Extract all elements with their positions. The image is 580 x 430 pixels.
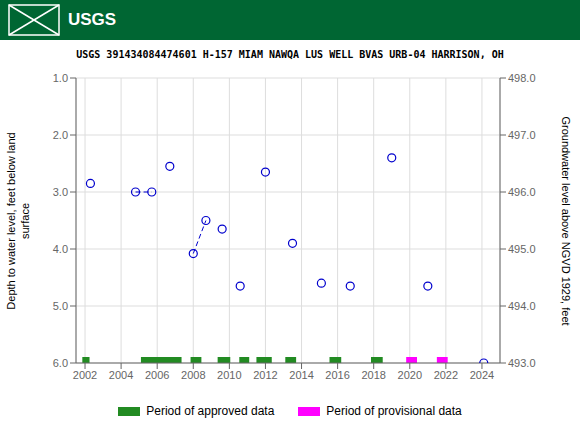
svg-text:497.0: 497.0	[508, 129, 536, 141]
svg-text:498.0: 498.0	[508, 72, 536, 84]
svg-text:2012: 2012	[253, 369, 277, 381]
svg-text:2020: 2020	[398, 369, 422, 381]
html-text:USGS: USGS	[68, 10, 117, 29]
svg-text:496.0: 496.0	[508, 186, 536, 198]
svg-text:495.0: 495.0	[508, 243, 536, 255]
svg-text:493.0: 493.0	[508, 357, 536, 369]
svg-text:4.0: 4.0	[53, 243, 68, 255]
svg-text:2024: 2024	[470, 369, 494, 381]
html-text:Period of approved data: Period of approved data	[146, 404, 275, 418]
svg-text:5.0: 5.0	[53, 300, 68, 312]
svg-text:2022: 2022	[434, 369, 458, 381]
svg-text:2010: 2010	[217, 369, 241, 381]
svg-text:2006: 2006	[145, 369, 169, 381]
html-text:USGS 391434084474601 H-157 MIA: USGS 391434084474601 H-157 MIAM NAWQA LU…	[76, 48, 504, 60]
svg-text:2014: 2014	[289, 369, 313, 381]
svg-text:3.0: 3.0	[53, 186, 68, 198]
svg-text:1.0: 1.0	[53, 72, 68, 84]
svg-text:2.0: 2.0	[53, 129, 68, 141]
svg-text:2004: 2004	[109, 369, 133, 381]
svg-text:2016: 2016	[325, 369, 349, 381]
svg-text:2002: 2002	[73, 369, 97, 381]
html-text:Period of provisional data: Period of provisional data	[326, 404, 462, 418]
svg-text:6.0: 6.0	[53, 357, 68, 369]
html-text:Depth to water level, feet bel: Depth to water level, feet below land su…	[5, 131, 31, 310]
svg-text:2008: 2008	[181, 369, 205, 381]
svg-text:2018: 2018	[361, 369, 385, 381]
svg-text:494.0: 494.0	[508, 300, 536, 312]
html-text:Groundwater level above NGVD 1: Groundwater level above NGVD 1929, feet	[560, 115, 572, 326]
